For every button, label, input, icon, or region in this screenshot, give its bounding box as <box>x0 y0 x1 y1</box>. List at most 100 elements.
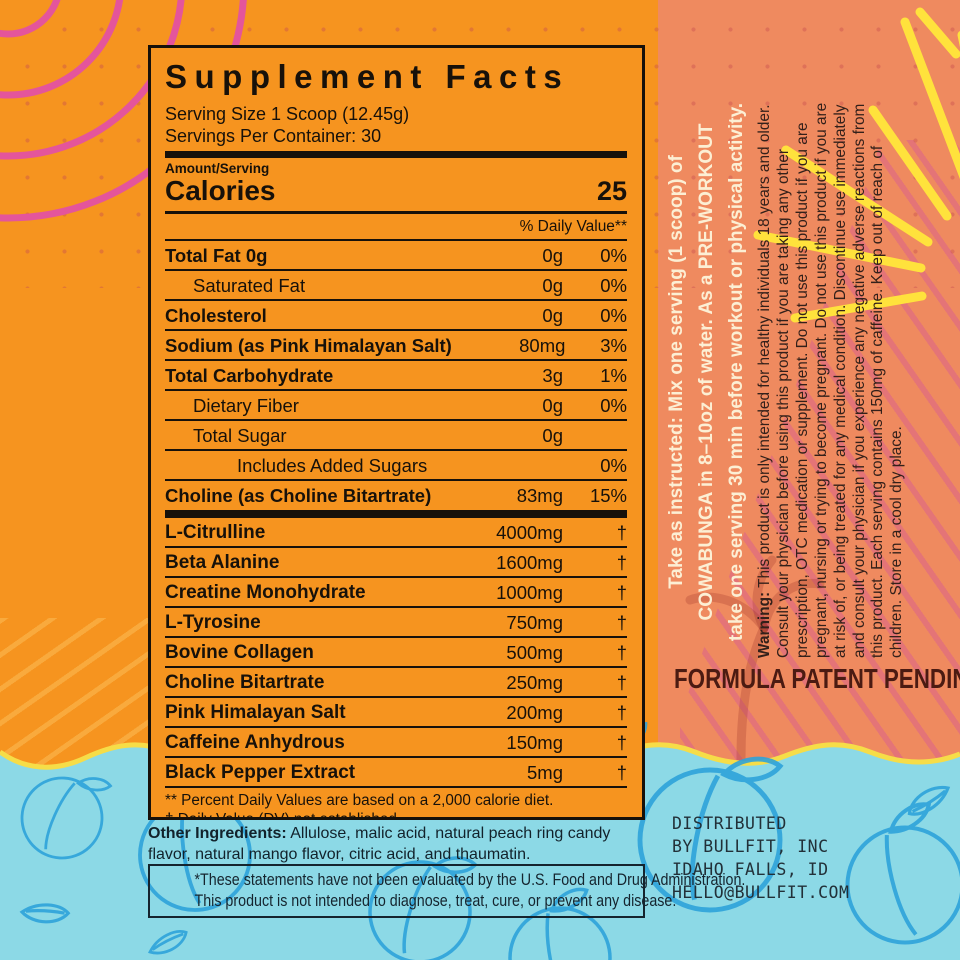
warning-line: pregnant, nursing or trying to become pr… <box>812 102 830 658</box>
nutrient-daily-value: 0% <box>600 305 627 326</box>
nutrient-daily-value: 0% <box>600 245 627 266</box>
nutrient-row: Choline (as Choline Bitartrate) 83mg 15% <box>165 479 627 509</box>
directions-line: take one serving 30 min before workout o… <box>726 102 747 642</box>
supplement-name: Beta Alanine <box>165 552 280 573</box>
footnote-line: ** Percent Daily Values are based on a 2… <box>165 792 554 809</box>
serving-size: Serving Size 1 Scoop (12.45g) <box>165 104 410 124</box>
supplement-daily-value: † <box>616 522 627 543</box>
warning-line: prescription, OTC medication or suppleme… <box>793 122 811 658</box>
warning-lines: Consult your physician before using this… <box>775 62 907 658</box>
supplement-name: Choline Bitartrate <box>165 672 325 693</box>
supplement-facts-title: Supplement Facts <box>165 58 570 95</box>
supplement-daily-value: † <box>616 612 627 633</box>
supplement-daily-value: † <box>616 762 627 783</box>
nutrient-row: Total Carbohydrate 3g 1% <box>165 359 627 389</box>
nutrient-amount: 0g <box>542 395 563 416</box>
supplement-daily-value: † <box>616 582 627 603</box>
supplement-amount: 500mg <box>506 642 563 663</box>
supplement-amount: 4000mg <box>496 522 563 543</box>
nutrient-table: Total Fat 0g 0g 0% Saturated Fat 0g 0% C… <box>165 239 627 509</box>
divider-thick <box>165 510 627 518</box>
supplement-name: Caffeine Anhydrous <box>165 732 345 753</box>
nutrient-row: Saturated Fat 0g 0% <box>165 269 627 299</box>
nutrient-name: Saturated Fat <box>193 275 306 296</box>
supplement-daily-value: † <box>616 672 627 693</box>
other-ingredients: Other Ingredients: Allulose, malic acid,… <box>148 824 618 865</box>
warning-line: this product. Each serving contains 150m… <box>869 145 887 658</box>
supplement-facts-panel: Supplement Facts Serving Size 1 Scoop (1… <box>148 45 645 820</box>
directions-text: Take as instructed: Mix one serving (1 s… <box>662 85 754 659</box>
other-ingredients-text: Allulose, malic acid, natural peach ring… <box>148 825 611 863</box>
nutrient-row: Dietary Fiber 0g 0% <box>165 389 627 419</box>
nutrient-daily-value: 1% <box>600 365 627 386</box>
supplement-amount: 5mg <box>527 762 563 783</box>
distributor-line: HELLO@BULLFIT.COM <box>672 883 850 902</box>
servings-per-container: Servings Per Container: 30 <box>165 126 382 146</box>
nutrient-amount: 83mg <box>516 485 563 506</box>
supplement-row: Black Pepper Extract 5mg † <box>165 756 627 786</box>
supplement-name: L-Tyrosine <box>165 612 261 633</box>
nutrient-row: Includes Added Sugars 0% <box>165 449 627 479</box>
calories-value: 25 <box>596 176 627 206</box>
nutrient-name: Choline (as Choline Bitartrate) <box>165 485 432 506</box>
nutrient-daily-value: 0% <box>600 275 627 296</box>
supplement-name: Pink Himalayan Salt <box>165 702 346 723</box>
footnotes: ** Percent Daily Values are based on a 2… <box>165 786 627 820</box>
distributor-info: DISTRIBUTED BY BULLFIT, INC IDAHO FALLS,… <box>672 812 849 904</box>
supplement-amount: 750mg <box>506 612 563 633</box>
supplement-name: Black Pepper Extract <box>165 762 356 783</box>
supplement-row: Choline Bitartrate 250mg † <box>165 666 627 696</box>
fda-disclaimer-line: This product is not intended to diagnose… <box>194 890 677 910</box>
nutrient-name: Dietary Fiber <box>193 395 299 416</box>
nutrient-amount: 0g <box>542 425 563 446</box>
calories-row: Calories 25 <box>165 176 627 214</box>
divider-thick <box>165 151 627 158</box>
directions-line: COWABUNGA in 8–10oz of water. As a PRE-W… <box>696 123 717 621</box>
nutrient-name: Sodium (as Pink Himalayan Salt) <box>165 335 452 356</box>
supplement-name: Creatine Monohydrate <box>165 582 366 603</box>
supplement-row: Creatine Monohydrate 1000mg † <box>165 576 627 606</box>
nutrient-row: Total Fat 0g 0g 0% <box>165 239 627 269</box>
directions-line: Take as instructed: Mix one serving (1 s… <box>666 155 687 589</box>
patent-pending-text: FORMULA PATENT PENDING <box>674 663 960 694</box>
fda-disclaimer-line: *These statements have not been evaluate… <box>194 870 746 889</box>
nutrient-amount: 0g <box>542 275 563 296</box>
nutrient-name: Cholesterol <box>165 305 267 326</box>
supplement-row: Caffeine Anhydrous 150mg † <box>165 726 627 756</box>
warning-line: Consult your physician before using this… <box>774 148 792 658</box>
supplement-row: Beta Alanine 1600mg † <box>165 546 627 576</box>
nutrient-row: Sodium (as Pink Himalayan Salt) 80mg 3% <box>165 329 627 359</box>
nutrient-name: Total Carbohydrate <box>165 365 334 386</box>
warning-text: Warning: This product is only intended f… <box>756 62 908 658</box>
warning-label: Warning: <box>756 591 773 658</box>
calories-label: Calories <box>165 175 276 206</box>
supplement-row: Pink Himalayan Salt 200mg † <box>165 696 627 726</box>
nutrient-amount: 80mg <box>519 335 566 356</box>
nutrient-daily-value: 0% <box>600 455 627 476</box>
nutrient-daily-value: 3% <box>600 335 627 356</box>
supplement-amount: 250mg <box>506 672 563 693</box>
nutrient-row: Total Sugar 0g <box>165 419 627 449</box>
nutrient-amount: 0g <box>542 305 563 326</box>
nutrient-name: Total Fat 0g <box>165 245 268 266</box>
footnote-line: † Daily Value (DV) not established <box>165 810 397 820</box>
distributor-line: IDAHO FALLS, ID <box>672 860 829 879</box>
fda-disclaimer-box: *These statements have not been evaluate… <box>148 864 746 918</box>
daily-value-header: % Daily Value** <box>519 218 627 235</box>
nutrient-name: Includes Added Sugars <box>237 455 428 476</box>
supplement-amount: 1000mg <box>496 582 563 603</box>
warning-first-line: Warning: This product is only intended f… <box>756 62 775 659</box>
supplement-row: Bovine Collagen 500mg † <box>165 636 627 666</box>
supplement-table: L-Citrulline 4000mg † Beta Alanine 1600m… <box>165 518 627 786</box>
nutrient-row: Cholesterol 0g 0% <box>165 299 627 329</box>
warning-line: and consult your physician if you experi… <box>850 103 868 658</box>
warning-line: at risk of, or being treated for any med… <box>831 104 849 658</box>
supplement-name: Bovine Collagen <box>165 642 314 663</box>
supplement-daily-value: † <box>616 552 627 573</box>
supplement-daily-value: † <box>616 702 627 723</box>
warning-line: children. Store in a cool dry place. <box>888 426 906 658</box>
supplement-row: L-Tyrosine 750mg † <box>165 606 627 636</box>
distributor-line: DISTRIBUTED <box>672 814 787 833</box>
supplement-amount: 1600mg <box>496 552 563 573</box>
